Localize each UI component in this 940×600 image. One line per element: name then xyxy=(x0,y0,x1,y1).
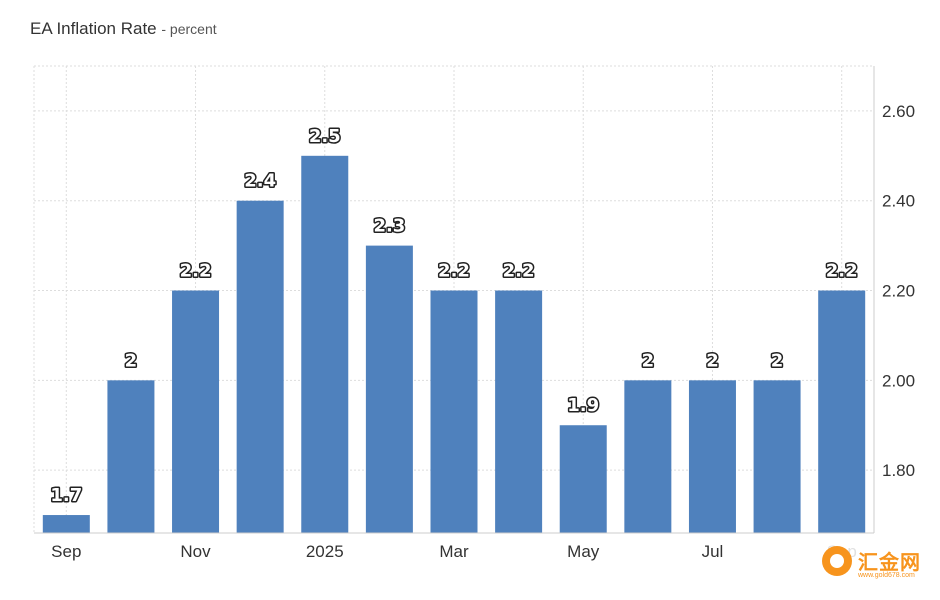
chart-title: EA Inflation Rate - percent xyxy=(30,19,217,39)
bar xyxy=(624,380,672,533)
bar xyxy=(495,290,543,533)
bar xyxy=(559,425,607,533)
bar xyxy=(172,290,220,533)
bar xyxy=(107,380,155,533)
y-tick-label: 2.00 xyxy=(882,371,915,390)
watermark-logo: 汇金网 www.gold678.com xyxy=(818,542,936,586)
bar xyxy=(301,155,349,534)
data-labels: 1.7 2 2.2 2.4 2.5 2.3 2.2 2.2 1.9 2 2 2 2.2 xyxy=(49,124,859,507)
data-label: 2.2 xyxy=(826,261,858,282)
bar xyxy=(365,245,413,533)
x-tick-label: Mar xyxy=(439,542,469,561)
y-tick-label: 2.40 xyxy=(882,192,915,211)
x-tick-label: Nov xyxy=(180,542,211,561)
watermark-text: 汇金网 xyxy=(858,550,921,574)
bar xyxy=(42,515,90,533)
axes: SepNov2025MarMayJulSep1.802.002.202.402.… xyxy=(34,66,915,561)
bar xyxy=(818,290,866,533)
x-tick-label: Sep xyxy=(51,542,81,561)
bar xyxy=(688,380,736,533)
x-tick-label: May xyxy=(567,542,600,561)
data-label: 2.5 xyxy=(309,126,341,147)
watermark-icon xyxy=(822,546,852,576)
data-label: 2.3 xyxy=(373,216,405,237)
data-label: 2 xyxy=(125,350,138,371)
x-tick-label: 2025 xyxy=(306,542,344,561)
watermark-url: www.gold678.com xyxy=(858,572,915,579)
data-label: 1.7 xyxy=(50,485,82,506)
x-tick-label: Jul xyxy=(702,542,724,561)
y-tick-label: 1.80 xyxy=(882,461,915,480)
bar xyxy=(753,380,801,533)
y-tick-label: 2.20 xyxy=(882,282,915,301)
chart-title-text: EA Inflation Rate xyxy=(30,19,157,38)
bar xyxy=(430,290,478,533)
data-label: 2 xyxy=(771,350,784,371)
data-label: 2.2 xyxy=(503,261,535,282)
data-label: 1.9 xyxy=(567,395,599,416)
data-label: 2.4 xyxy=(244,171,276,192)
data-label: 2 xyxy=(706,350,719,371)
y-tick-label: 2.60 xyxy=(882,102,915,121)
data-label: 2.2 xyxy=(438,261,470,282)
chart-subtitle: - percent xyxy=(161,21,217,37)
bar xyxy=(236,200,284,533)
data-label: 2 xyxy=(642,350,655,371)
data-label: 2.2 xyxy=(180,261,212,282)
bars xyxy=(42,155,866,534)
